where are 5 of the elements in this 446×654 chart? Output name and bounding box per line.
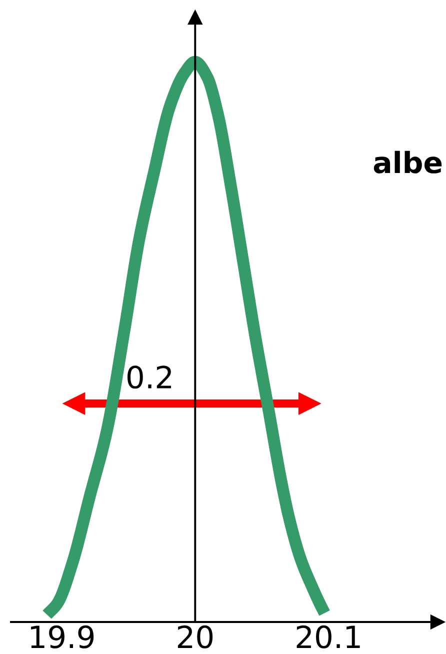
annotation: albe [374, 150, 442, 174]
annotation: 0.2 [127, 366, 172, 389]
x-tick-label: 20.1 [296, 625, 360, 648]
x-tick-label: 20 [178, 625, 213, 648]
x-tick-label: 19.9 [31, 625, 94, 648]
